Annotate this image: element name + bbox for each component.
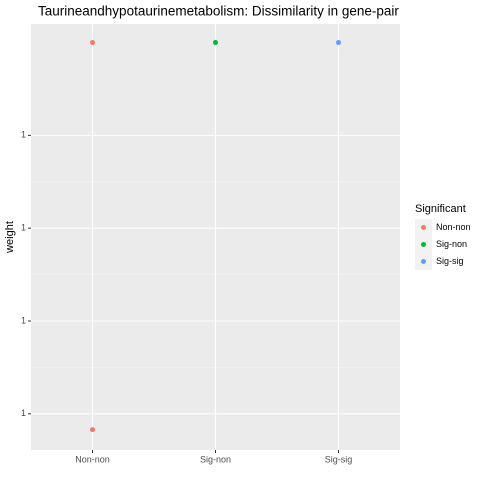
y-tick-label: 1 (21, 408, 26, 418)
point (213, 40, 218, 46)
legend-label: Sig-non (436, 239, 467, 249)
legend-marker (421, 225, 426, 230)
y-tick-label: 1 (21, 315, 26, 325)
legend-label: Sig-sig (436, 256, 464, 266)
x-tick-label: Sig-sig (325, 454, 353, 464)
y-axis-label: weight (4, 221, 16, 254)
legend-marker (421, 259, 426, 264)
chart-title: Taurineandhypotaurinemetabolism: Dissimi… (38, 4, 399, 19)
y-tick-label: 1 (21, 223, 26, 233)
point (90, 40, 95, 46)
legend-label: Non-non (436, 222, 471, 232)
y-tick-label: 1 (21, 130, 26, 140)
legend-title: Significant (415, 203, 466, 215)
point (336, 40, 341, 46)
x-tick-label: Sig-non (200, 454, 231, 464)
legend-marker (421, 242, 426, 247)
x-tick-label: Non-non (75, 454, 110, 464)
point (90, 427, 95, 433)
